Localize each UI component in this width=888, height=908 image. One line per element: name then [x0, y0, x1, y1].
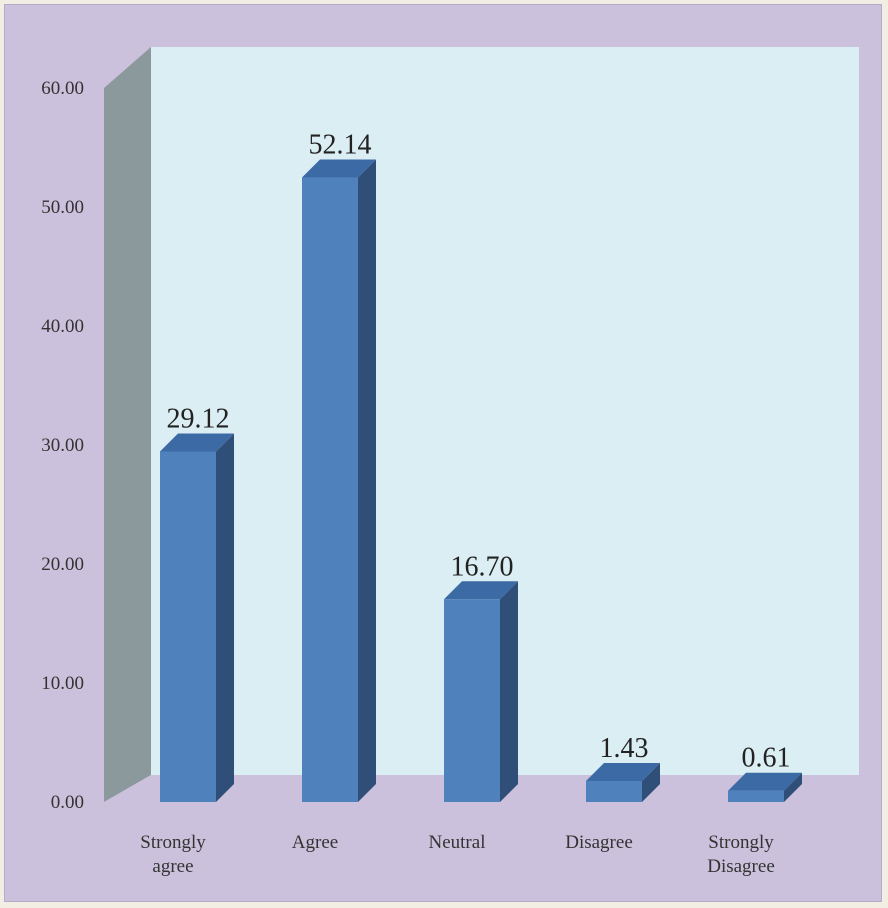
bar-side: [784, 772, 802, 802]
bar-front: [728, 790, 784, 802]
data-label: 29.12: [167, 403, 230, 434]
bar-top: [444, 581, 518, 600]
y-tick-label: 20.00: [41, 554, 84, 575]
x-axis: Strongly agree Agree Neutral Disagree Strongl…: [140, 832, 774, 877]
data-label: 0.61: [742, 743, 791, 774]
bar-front: [586, 780, 642, 802]
bar-top: [728, 772, 802, 791]
bar-top: [586, 762, 660, 781]
bar: [586, 762, 660, 802]
y-tick-label: 30.00: [41, 435, 84, 456]
bar-front: [160, 451, 216, 802]
bar-side: [500, 581, 518, 802]
y-tick-label: 0.00: [51, 792, 84, 813]
bar-side: [642, 762, 660, 802]
bar-top: [302, 159, 376, 178]
y-axis: 0.00 10.00 20.00 30.00 40.00 50.00 60.00: [41, 78, 84, 813]
bar: [302, 159, 376, 802]
data-label: 52.14: [309, 130, 372, 161]
category-label: Disagree: [565, 832, 633, 853]
bar-side: [358, 159, 376, 802]
category-label: Strongly Disagree: [707, 832, 775, 877]
bars: 29.12 52.14 16.70 1.43 0.61: [160, 130, 802, 802]
bar: [728, 772, 802, 802]
y-tick-label: 60.00: [41, 78, 84, 99]
category-label: Agree: [292, 832, 338, 853]
category-label: Neutral: [429, 832, 486, 853]
y-tick-label: 10.00: [41, 673, 84, 694]
y-tick-label: 50.00: [41, 197, 84, 218]
side-wall: [104, 47, 151, 802]
y-tick-label: 40.00: [41, 316, 84, 337]
bar-side: [216, 433, 234, 802]
bar: [444, 581, 518, 802]
category-label: Strongly agree: [140, 832, 206, 877]
bar-front: [444, 599, 500, 802]
data-label: 1.43: [600, 733, 649, 764]
bar: [160, 433, 234, 802]
bar-front: [302, 177, 358, 802]
bar-top: [160, 433, 234, 452]
data-label: 16.70: [451, 551, 514, 582]
